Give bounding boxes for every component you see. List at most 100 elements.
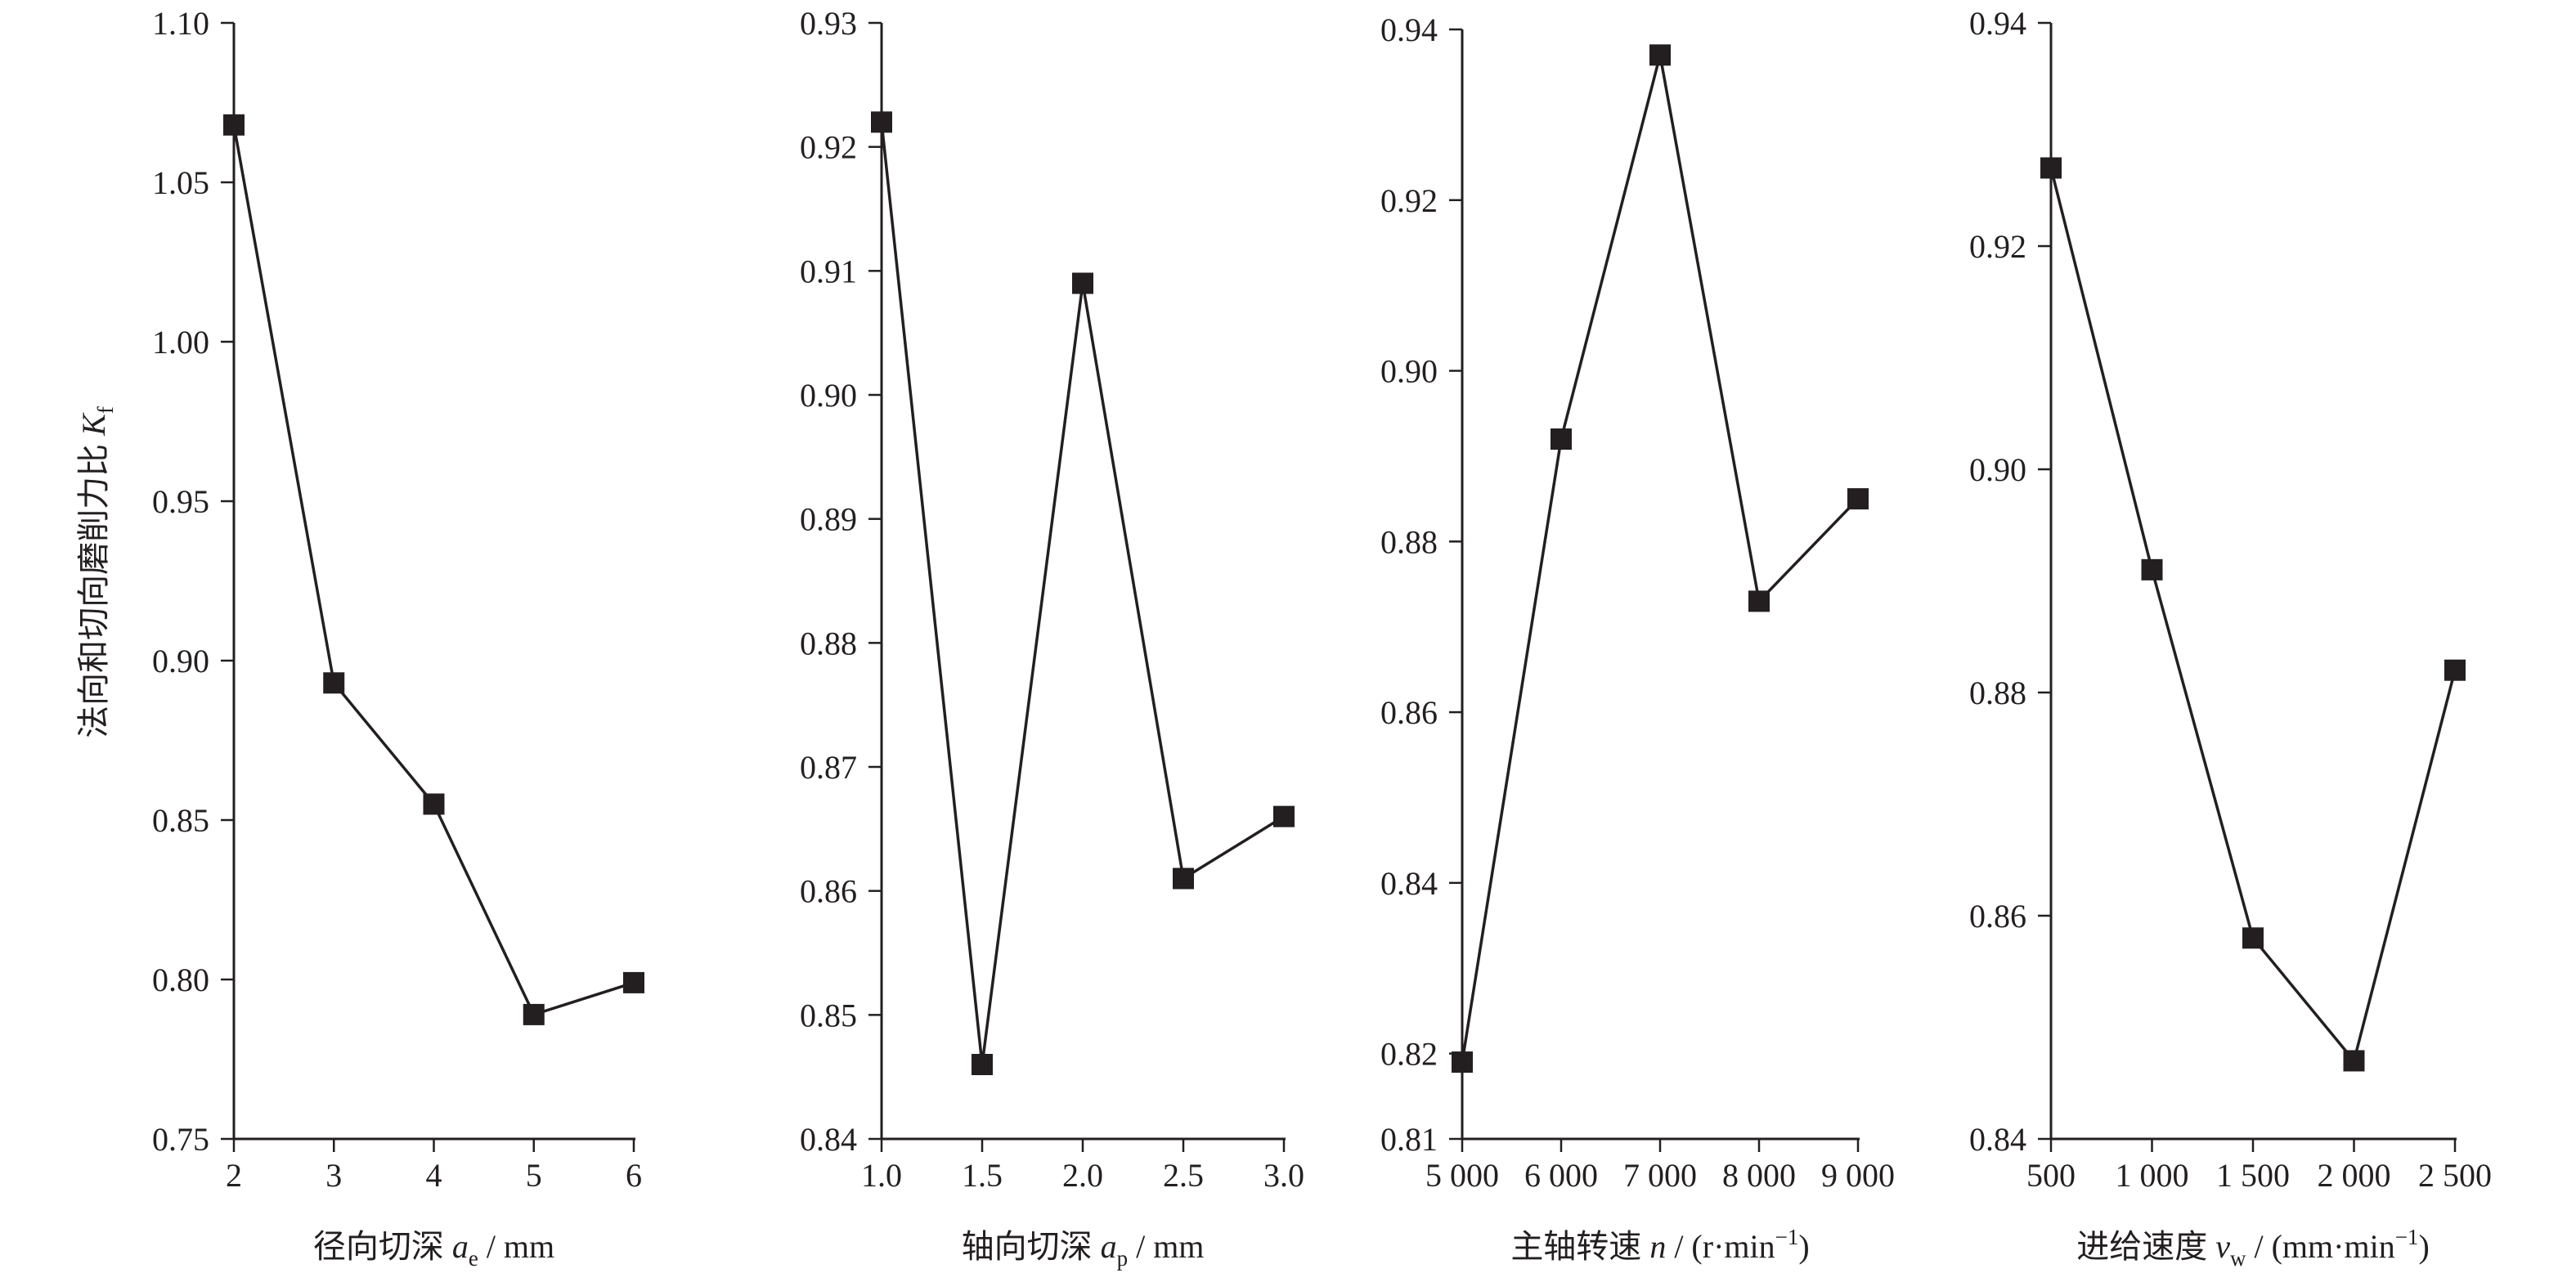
x-axis-label-subscript: e [469, 1246, 478, 1271]
y-tick-label: 0.90 [800, 377, 857, 414]
x-axis-label-unit: / mm [478, 1228, 554, 1265]
y-tick-label: 0.82 [1380, 1036, 1438, 1073]
x-tick-label: 2 [226, 1157, 242, 1194]
y-tick-label: 0.92 [1969, 228, 2026, 265]
y-tick-label: 0.91 [800, 253, 857, 289]
data-point [323, 672, 345, 694]
x-tick-label: 8 000 [1722, 1157, 1796, 1194]
y-tick-label: 0.88 [800, 625, 857, 661]
y-tick-label: 0.89 [800, 501, 857, 538]
data-point [2444, 659, 2466, 681]
x-axis-label-subscript: p [1117, 1246, 1129, 1271]
x-axis-label-symbol: a [1101, 1228, 1117, 1265]
x-axis-label: 径向切深 ae / mm [313, 1228, 554, 1271]
y-tick-label: 1.05 [152, 164, 209, 201]
x-tick-label: 4 [426, 1157, 442, 1194]
data-point [1748, 590, 1770, 612]
x-axis-label: 进给速度 vw / (mm·min−1) [2076, 1225, 2430, 1271]
y-tick-label: 0.84 [800, 1121, 857, 1158]
x-axis-label-superscript: −1 [2395, 1225, 2419, 1249]
data-point [1273, 805, 1295, 827]
data-point [2040, 157, 2062, 179]
x-axis-label-symbol: n [1649, 1228, 1666, 1265]
x-axis-label-text: 进给速度 [2076, 1228, 2215, 1265]
data-point [1649, 44, 1671, 66]
y-tick-label: 0.94 [1380, 11, 1438, 48]
chart-panel-1: 0.75 0.80 0.85 0.90 0.95 1.00 1.05 1.10 2 3 4 5 6 径向切… [152, 5, 644, 1271]
x-tick-label: 2 000 [2318, 1157, 2391, 1194]
y-tick-label: 0.95 [152, 483, 209, 520]
data-point [871, 111, 892, 133]
y-axis-label-subscript: f [93, 406, 118, 414]
x-axis-label-unit: / mm [1128, 1228, 1204, 1265]
y-tick-label: 0.84 [1380, 865, 1438, 902]
x-tick-label: 1.0 [861, 1157, 902, 1194]
x-tick-label: 500 [2026, 1157, 2076, 1194]
x-axis-label-unit: / (r·min [1666, 1228, 1775, 1265]
data-point [972, 1054, 993, 1075]
x-tick-label: 2 500 [2418, 1157, 2492, 1194]
x-axis-label-unit: / (mm·min [2246, 1228, 2394, 1265]
y-tick-label: 0.86 [1969, 898, 2026, 935]
y-tick-label: 1.10 [152, 5, 209, 42]
data-point [623, 971, 644, 993]
x-axis-label-text: 轴向切深 [962, 1228, 1101, 1265]
x-tick-label: 7 000 [1623, 1157, 1697, 1194]
data-point [2242, 927, 2264, 949]
x-axis-label-unit-end: ) [2418, 1228, 2429, 1265]
y-tick-label: 0.92 [800, 129, 857, 166]
data-point [1173, 867, 1194, 890]
x-axis-label-text: 径向切深 [313, 1228, 452, 1265]
x-tick-label: 1 000 [2116, 1157, 2189, 1194]
x-axis-label: 主轴转速 n / (r·min−1) [1510, 1225, 1809, 1265]
data-point [223, 114, 245, 136]
y-tick-label: 0.92 [1380, 182, 1438, 219]
data-point [2343, 1050, 2365, 1072]
x-tick-label: 9 000 [1821, 1157, 1895, 1194]
data-point [2141, 558, 2163, 580]
x-tick-label: 6 [626, 1157, 642, 1194]
x-tick-label: 5 [526, 1157, 542, 1194]
x-tick-label: 1.5 [962, 1157, 1003, 1194]
chart-panel-2: 0.84 0.85 0.86 0.87 0.88 0.89 0.90 0.91 0.92 0.93… [800, 5, 1304, 1271]
y-tick-label: 0.87 [800, 749, 857, 786]
y-tick-label: 0.86 [800, 873, 857, 910]
x-axis-label-superscript: −1 [1775, 1225, 1799, 1249]
y-tick-label: 0.81 [1380, 1121, 1438, 1158]
x-axis-label-unit-end: ) [1798, 1228, 1809, 1265]
data-point [1847, 488, 1869, 510]
x-axis-label: 轴向切深 ap / mm [962, 1228, 1205, 1271]
y-tick-label: 0.75 [152, 1121, 209, 1158]
y-tick-label: 1.00 [152, 324, 209, 361]
chart-panel-3: 0.81 0.82 0.84 0.86 0.88 0.90 0.92 0.94 5 000 6 0… [1380, 11, 1895, 1265]
y-tick-label: 0.88 [1380, 523, 1438, 560]
y-tick-label: 0.94 [1969, 5, 2026, 42]
data-point [1072, 272, 1093, 294]
x-axis-label-symbol: v [2215, 1228, 2230, 1265]
chart-panel-4: 0.84 0.86 0.88 0.90 0.92 0.94 500 1 000 1 500 2 0… [1969, 5, 2492, 1271]
data-point [423, 793, 445, 815]
y-tick-label: 0.93 [800, 5, 857, 42]
y-tick-label: 0.90 [1969, 451, 2026, 488]
x-axis-label-symbol: a [452, 1228, 469, 1265]
y-tick-label: 0.85 [152, 802, 209, 839]
x-tick-label: 3 [325, 1157, 342, 1194]
x-tick-label: 1 500 [2216, 1157, 2290, 1194]
x-tick-label: 2.0 [1062, 1157, 1103, 1194]
y-tick-label: 0.90 [152, 643, 209, 679]
x-tick-label: 5 000 [1425, 1157, 1499, 1194]
y-tick-label: 0.80 [152, 961, 209, 998]
x-tick-label: 6 000 [1524, 1157, 1598, 1194]
x-tick-label: 2.5 [1163, 1157, 1204, 1194]
data-point [1452, 1051, 1473, 1074]
y-axis-label-text: 法向和切向磨削力比 [75, 436, 112, 738]
y-tick-label: 0.88 [1969, 675, 2026, 711]
data-point [1551, 428, 1572, 450]
data-point [523, 1003, 545, 1025]
y-tick-label: 0.85 [800, 997, 857, 1033]
x-axis-label-subscript: w [2230, 1246, 2246, 1271]
x-tick-label: 3.0 [1263, 1157, 1304, 1194]
y-tick-label: 0.86 [1380, 694, 1438, 731]
x-axis-label-text: 主轴转速 [1510, 1228, 1649, 1265]
